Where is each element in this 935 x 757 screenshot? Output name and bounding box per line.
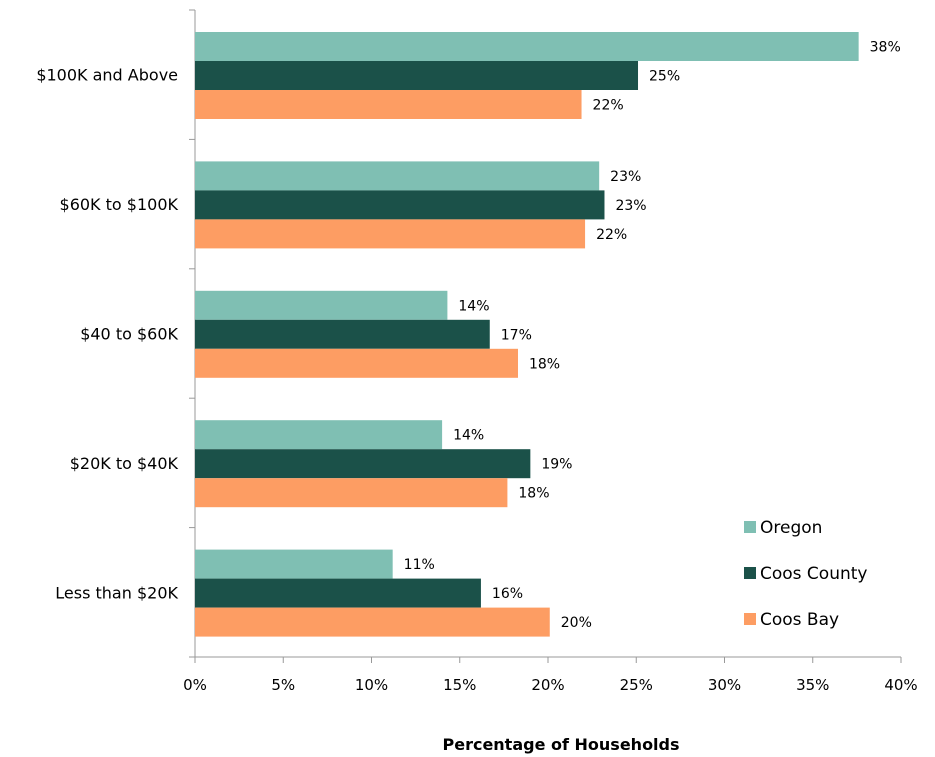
bar	[195, 478, 508, 508]
data-label: 23%	[615, 198, 646, 214]
x-tick-label: 30%	[708, 676, 741, 694]
legend: Oregon Coos County Coos Bay	[744, 518, 867, 630]
data-label: 18%	[518, 486, 549, 502]
bar	[195, 161, 600, 191]
category-label: $100K and Above	[36, 66, 178, 85]
data-label: 22%	[596, 227, 627, 243]
bar	[195, 319, 490, 349]
bar	[195, 449, 531, 479]
data-label: 23%	[610, 169, 641, 185]
data-label: 38%	[870, 40, 901, 56]
data-label: 14%	[453, 428, 484, 444]
bar	[195, 348, 518, 378]
bar	[195, 578, 481, 608]
data-label: 14%	[458, 298, 489, 314]
legend-swatch	[744, 521, 756, 533]
category-label: $60K to $100K	[60, 195, 179, 214]
legend-swatch	[744, 567, 756, 579]
category-label: Less than $20K	[55, 583, 178, 602]
x-tick-label: 5%	[271, 676, 295, 694]
x-tick-label: 20%	[531, 676, 564, 694]
bar	[195, 32, 859, 61]
data-label: 25%	[649, 69, 680, 85]
legend-label: Coos County	[760, 564, 867, 584]
data-label: 16%	[492, 586, 523, 602]
bar	[195, 420, 443, 450]
bar	[195, 90, 582, 119]
x-tick-label: 10%	[355, 676, 388, 694]
data-label: 20%	[561, 615, 592, 631]
category-label: $40 to $60K	[80, 325, 178, 344]
x-axis-title: Percentage of Households	[442, 735, 679, 754]
data-label: 17%	[501, 327, 532, 343]
x-axis: 0% 5% 10% 15% 20% 25% 30% 35% 40%	[183, 656, 918, 694]
x-tick-label: 0%	[183, 676, 207, 694]
x-tick-label: 40%	[884, 676, 917, 694]
bars: 38% 25% 22% 23% 23% 22% 14% 17% 18% 14% 19% 18% 11% 1…	[195, 32, 901, 637]
bar	[195, 607, 550, 637]
bar	[195, 549, 393, 579]
data-label: 11%	[404, 557, 435, 573]
x-tick-label: 35%	[796, 676, 829, 694]
x-tick-label: 15%	[443, 676, 476, 694]
data-label: 19%	[541, 457, 572, 473]
y-axis: $100K and Above $60K to $100K $40 to $60K $…	[36, 9, 196, 658]
data-label: 18%	[529, 356, 560, 372]
bar	[195, 61, 639, 90]
bar	[195, 290, 448, 320]
x-tick-label: 25%	[620, 676, 653, 694]
category-label: $20K to $40K	[70, 454, 179, 473]
bar	[195, 190, 605, 220]
legend-swatch	[744, 613, 756, 625]
bar	[195, 219, 586, 249]
legend-label: Oregon	[760, 518, 822, 538]
data-label: 22%	[593, 98, 624, 114]
legend-label: Coos Bay	[760, 610, 839, 630]
